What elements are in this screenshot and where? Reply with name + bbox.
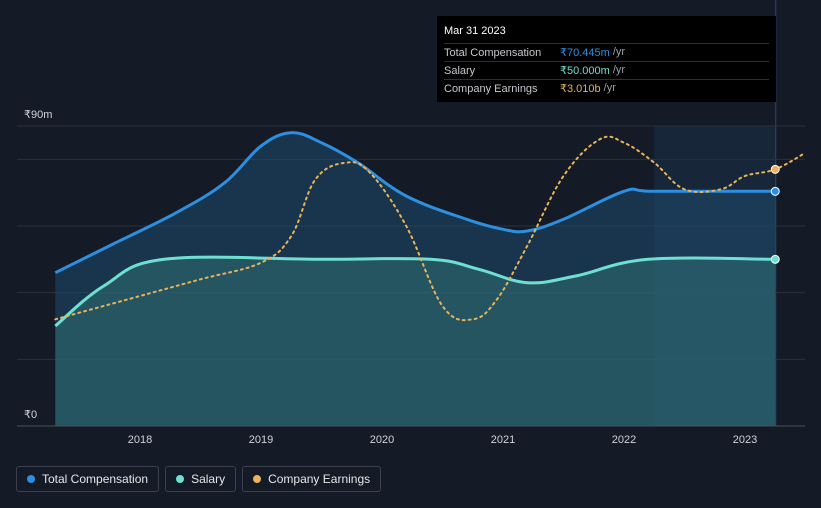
tooltip-label: Total Compensation — [444, 46, 542, 59]
company-earnings-line — [54, 135, 807, 322]
legend-dot-icon — [27, 475, 35, 483]
x-tick-label: 2019 — [249, 434, 273, 446]
legend-item-company-earnings[interactable]: Company Earnings — [242, 466, 382, 492]
axes: ₹90m ₹0 2018 2019 2020 2021 2022 2023 — [24, 109, 757, 446]
series-end-markers — [770, 164, 780, 264]
company-earnings-marker — [770, 164, 780, 174]
tooltip-value: ₹3.010b — [560, 83, 601, 95]
tooltip-row-salary: Salary ₹50.000m /yr — [444, 61, 769, 79]
x-tick-label: 2018 — [128, 434, 152, 446]
series-areas — [55, 132, 776, 426]
legend-label: Total Compensation — [42, 472, 149, 486]
series-lines — [54, 131, 807, 328]
legend-dot-icon — [253, 475, 262, 483]
salary-line — [54, 255, 776, 328]
x-tick-label: 2021 — [491, 434, 515, 446]
tooltip-unit: /yr — [603, 82, 616, 94]
tooltip-row-total-compensation: Total Compensation ₹70.445m /yr — [444, 43, 769, 61]
tooltip-label: Company Earnings — [444, 82, 538, 95]
y-tick-label: ₹0 — [24, 409, 37, 421]
legend-dot-icon — [176, 475, 185, 483]
y-tick-label: ₹90m — [24, 109, 52, 121]
tooltip-date: Mar 31 2023 — [444, 25, 506, 37]
tooltip-row-company-earnings: Company Earnings ₹3.010b /yr — [444, 79, 769, 97]
tooltip-unit: /yr — [612, 64, 626, 76]
legend: Total Compensation Salary Company Earnin… — [16, 466, 382, 492]
salary-area — [55, 257, 776, 426]
legend-item-total-compensation[interactable]: Total Compensation — [16, 466, 160, 492]
x-tick-label: 2022 — [612, 434, 636, 446]
tooltip-value: ₹50.000m — [560, 65, 610, 77]
tooltip-unit: /yr — [612, 46, 626, 58]
highlight-line — [775, 0, 777, 426]
salary-marker — [770, 254, 780, 264]
total-compensation-marker — [770, 186, 780, 196]
tooltip-label: Salary — [444, 64, 476, 77]
x-tick-label: 2023 — [733, 434, 757, 446]
x-tick-label: 2020 — [370, 434, 394, 446]
tooltip-value: ₹70.445m — [560, 47, 610, 59]
tooltip: Mar 31 2023 Total Compensation ₹70.445m … — [437, 16, 776, 102]
legend-label: Salary — [191, 472, 226, 486]
legend-label: Company Earnings — [268, 472, 371, 486]
legend-item-salary[interactable]: Salary — [165, 466, 237, 492]
total-compensation-line — [54, 131, 776, 275]
